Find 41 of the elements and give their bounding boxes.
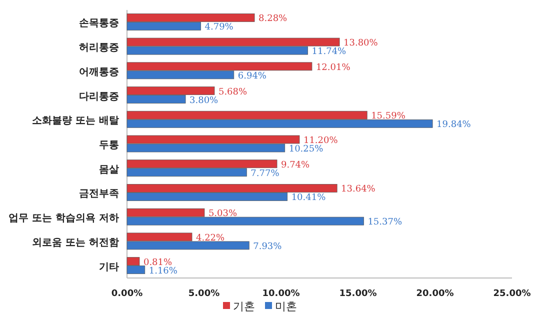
- data-label: 10.25%: [288, 144, 324, 154]
- y-tick-label: 금전부족: [79, 188, 119, 200]
- x-tick-label: 0.00%: [111, 289, 143, 299]
- data-label: 13.64%: [341, 184, 376, 195]
- data-label: 9.74%: [280, 160, 310, 170]
- data-label: 13.80%: [344, 38, 378, 49]
- y-tick-label: 몸살: [99, 164, 119, 176]
- legend-label: 기혼: [233, 300, 255, 313]
- y-tick-label: 기타: [99, 262, 119, 273]
- data-label: 11.74%: [312, 47, 347, 58]
- data-label: 3.80%: [190, 96, 219, 106]
- data-label: 8.28%: [258, 14, 288, 24]
- data-label: 15.59%: [371, 112, 406, 122]
- data-label: 6.94%: [238, 71, 267, 82]
- data-label: 1.16%: [148, 266, 178, 276]
- data-label: 11.20%: [303, 136, 338, 146]
- y-tick-label: 외로움 또는 허전함: [32, 237, 119, 248]
- data-label: 5.03%: [208, 209, 238, 220]
- data-label: 15.37%: [368, 218, 402, 228]
- data-label: 10.41%: [291, 193, 326, 204]
- data-label: 4.79%: [204, 22, 234, 33]
- y-tick-label: 허리통증: [79, 42, 119, 54]
- y-tick-label: 소화불량 또는 배탈: [32, 116, 119, 127]
- y-tick-label: 어깨통증: [79, 66, 119, 78]
- x-tick-label: 25.00%: [493, 289, 531, 299]
- data-label: 12.01%: [316, 62, 351, 73]
- data-label: 0.81%: [143, 258, 173, 268]
- x-tick-label: 20.00%: [416, 289, 454, 299]
- data-label: 7.77%: [250, 168, 280, 179]
- legend-label: 미혼: [275, 300, 297, 313]
- data-label: 5.68%: [218, 87, 248, 98]
- x-tick-label: 10.00%: [262, 289, 300, 299]
- data-label: 19.84%: [436, 120, 472, 130]
- x-tick-label: 15.00%: [339, 289, 377, 299]
- data-label: 7.93%: [253, 242, 282, 252]
- data-label: 4.22%: [196, 233, 226, 244]
- y-tick-label: 다리통증: [79, 91, 119, 102]
- y-tick-label: 업무 또는 학습의욕 저하: [8, 213, 119, 224]
- x-tick-label: 5.00%: [188, 289, 220, 299]
- y-tick-label: 두통: [99, 140, 119, 151]
- y-tick-label: 손목통증: [79, 18, 119, 30]
